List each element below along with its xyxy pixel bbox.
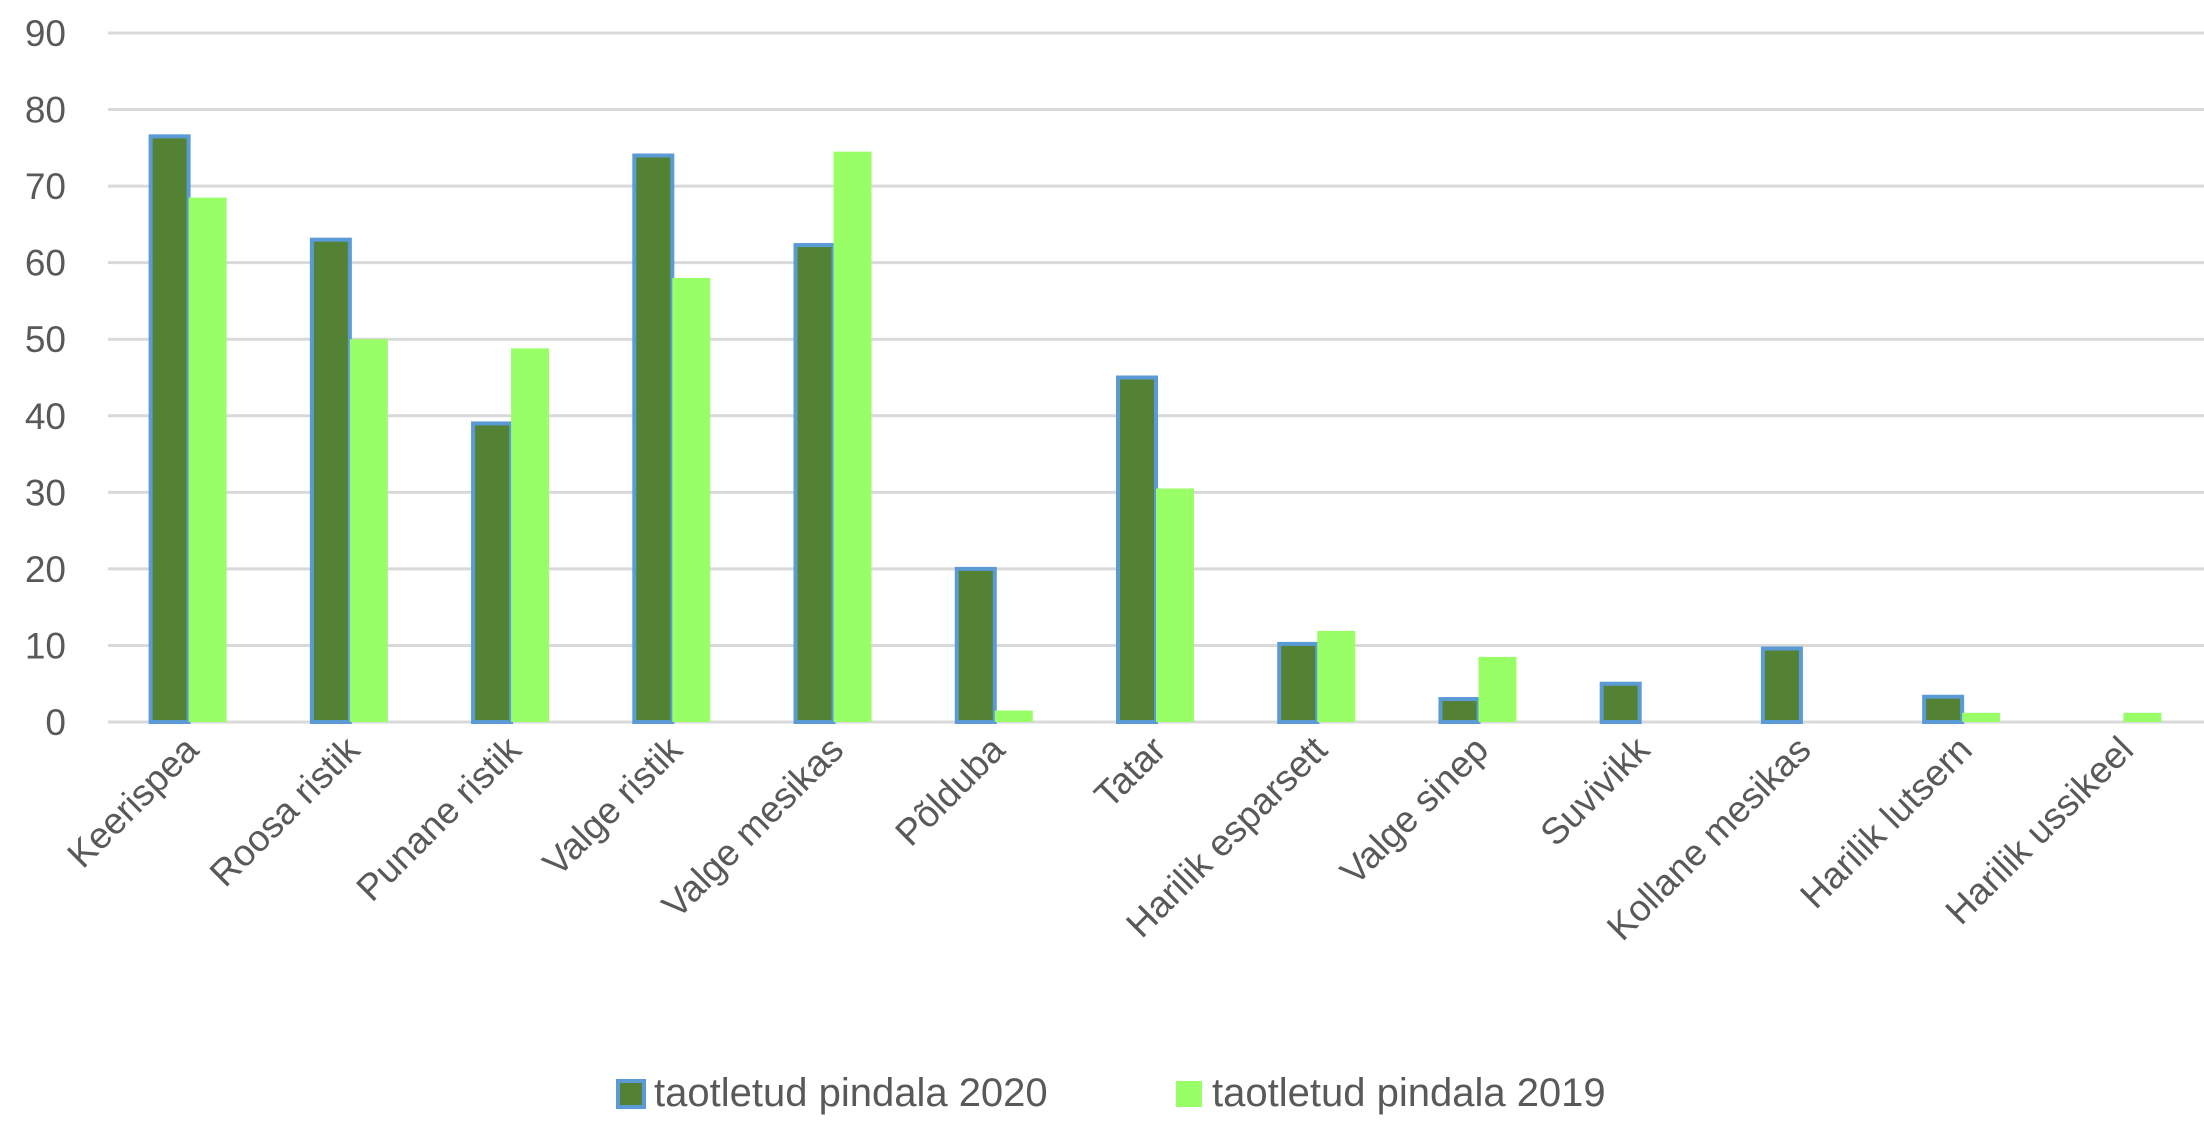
x-tick-label: Põlduba	[887, 728, 1012, 853]
y-tick-label: 0	[45, 702, 66, 743]
bar-2019	[1478, 656, 1517, 722]
legend-label: taotletud pindala 2020	[654, 1071, 1048, 1115]
bar-2020	[1599, 681, 1642, 725]
bar-2020	[1760, 646, 1803, 724]
bar-2019	[188, 197, 227, 722]
bar-2020	[1438, 697, 1481, 724]
bar-2020	[793, 243, 836, 724]
y-tick-label: 60	[25, 243, 66, 284]
bar-2020	[309, 237, 352, 724]
bar-2020	[1922, 694, 1965, 725]
legend: taotletud pindala 2020 taotletud pindala …	[616, 1071, 1606, 1115]
x-tick-label: Valge sinep	[1332, 729, 1496, 893]
bar-2020	[1116, 375, 1158, 724]
y-tick-label: 50	[25, 319, 66, 360]
legend-swatch	[616, 1079, 646, 1109]
bar-2019	[833, 151, 872, 722]
y-tick-label: 40	[25, 396, 66, 437]
bar-2019	[672, 277, 711, 722]
legend-label: taotletud pindala 2019	[1212, 1071, 1606, 1115]
bar-2020	[148, 134, 191, 725]
x-tick-label: Valge ristik	[535, 728, 690, 883]
y-tick-label: 80	[25, 90, 66, 131]
bar-2020	[471, 421, 514, 724]
x-tick-label: Roosa ristik	[202, 728, 368, 894]
y-tick-label: 30	[25, 472, 66, 513]
bar-2019	[349, 339, 388, 722]
y-axis-ticks: 0 10 20 30 40 50 60 70 80 90	[25, 13, 66, 743]
legend-swatch	[1176, 1081, 1202, 1107]
bar-2019	[511, 348, 550, 722]
y-tick-label: 10	[25, 625, 66, 666]
y-tick-label: 90	[25, 13, 66, 54]
y-tick-label: 20	[25, 549, 66, 590]
bar-2020	[954, 566, 997, 725]
bar-2019	[2123, 712, 2162, 722]
bar-2020	[1277, 641, 1320, 724]
bar-2020	[632, 153, 675, 724]
bar-2019	[1156, 488, 1194, 722]
bar-2019	[994, 710, 1033, 722]
x-tick-label: Tatar	[1086, 729, 1173, 816]
bar-2019	[1962, 712, 2001, 722]
x-tick-label: Punane ristik	[348, 728, 529, 909]
x-tick-label: Keerispea	[59, 728, 206, 875]
bar-2019	[1317, 630, 1356, 722]
bars	[148, 134, 2162, 725]
x-tick-label: Suvivikk	[1532, 728, 1657, 853]
y-tick-label: 70	[25, 166, 66, 207]
